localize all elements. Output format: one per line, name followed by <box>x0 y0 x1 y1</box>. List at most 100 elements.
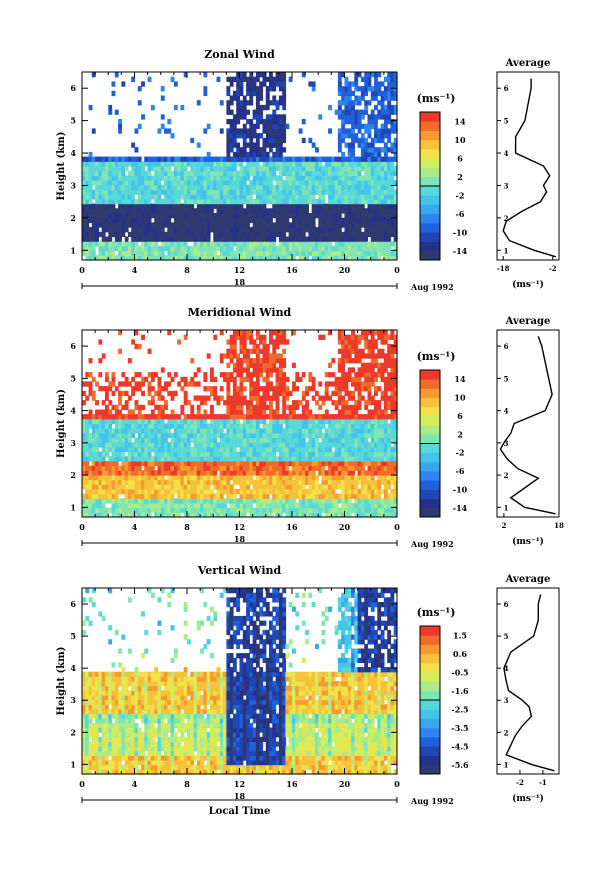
heatmap-cell <box>160 488 165 495</box>
heatmap-cell <box>308 386 313 392</box>
heatmap-cell <box>134 245 139 252</box>
heatmap-cell <box>85 255 90 261</box>
heatmap-cell <box>347 119 352 125</box>
heatmap-cell <box>118 488 122 495</box>
heatmap-cell <box>239 114 244 120</box>
heatmap-cell <box>390 255 395 261</box>
heatmap-cell <box>282 133 287 139</box>
heatmap-cell <box>337 339 342 345</box>
heatmap-cell <box>357 180 362 186</box>
heatmap-cell <box>377 147 382 153</box>
heatmap-cell <box>249 437 254 443</box>
heatmap-cell <box>101 170 106 176</box>
heatmap-cell <box>196 100 201 106</box>
heatmap-cell <box>292 166 296 172</box>
heatmap-cell <box>160 414 165 420</box>
heatmap-cell <box>226 386 231 392</box>
heatmap-cell <box>167 236 172 242</box>
heatmap-cell <box>262 376 267 383</box>
heatmap-cell <box>170 245 175 252</box>
heatmap-cell <box>118 170 122 176</box>
heatmap-cell <box>328 175 332 181</box>
heatmap-cell <box>275 353 280 359</box>
heatmap-cell <box>131 451 136 457</box>
heatmap-cell <box>334 198 339 205</box>
heatmap-cell <box>226 456 231 462</box>
heatmap-cell <box>193 446 198 453</box>
heatmap-cell <box>301 503 306 509</box>
heatmap-cell <box>311 81 316 87</box>
heatmap-cell <box>269 367 273 373</box>
heatmap-cell <box>252 189 257 195</box>
heatmap-cell <box>216 170 221 176</box>
heatmap-cell <box>160 156 165 162</box>
heatmap-cell <box>360 217 365 223</box>
heatmap-cell <box>121 255 126 261</box>
heatmap-cell <box>144 423 149 429</box>
heatmap-cell <box>98 170 103 176</box>
heatmap-cell <box>262 512 267 518</box>
heatmap-cell <box>292 428 296 434</box>
heatmap-cell <box>239 390 244 397</box>
heatmap-cell <box>177 222 182 228</box>
heatmap-cell <box>249 503 254 509</box>
heatmap-cell <box>187 442 191 448</box>
heatmap-cell <box>282 245 287 252</box>
heatmap-cell <box>364 241 369 247</box>
heatmap-cell <box>308 250 313 256</box>
heatmap-cell <box>272 119 277 125</box>
heatmap-cell <box>239 147 244 153</box>
heatmap-cell <box>137 456 142 462</box>
heatmap-cell <box>252 498 257 504</box>
heatmap-cell <box>331 460 336 467</box>
heatmap-cell <box>167 189 172 195</box>
heatmap-cell <box>210 255 214 261</box>
heatmap-cell <box>157 170 162 176</box>
heatmap-cell <box>239 423 244 429</box>
heatmap-cell <box>311 507 316 513</box>
heatmap-cell <box>101 493 106 499</box>
colorbar-segment <box>420 176 440 187</box>
heatmap-cell <box>259 488 264 495</box>
heatmap-cell <box>134 344 139 350</box>
heatmap-cell <box>232 503 237 509</box>
heatmap-cell <box>269 184 273 191</box>
heatmap-cell <box>380 217 385 223</box>
heatmap-cell <box>105 442 109 448</box>
heatmap-cell <box>85 395 90 401</box>
heatmap-cell <box>278 465 283 471</box>
heatmap-cell <box>85 180 90 186</box>
heatmap-cell <box>308 507 313 513</box>
heatmap-cell <box>347 128 352 134</box>
heatmap-cell <box>282 334 287 340</box>
heatmap-cell <box>262 208 267 214</box>
heatmap-cell <box>144 418 149 425</box>
heatmap-cell <box>141 203 145 209</box>
heatmap-cell <box>124 432 129 439</box>
heatmap-cell <box>131 231 136 238</box>
heatmap-cell <box>344 493 349 499</box>
heatmap-cell <box>315 507 319 513</box>
heatmap-cell <box>255 133 260 139</box>
heatmap-cell <box>367 175 372 181</box>
heatmap-cell <box>288 498 293 504</box>
heatmap-cell <box>364 189 369 195</box>
heatmap-cell <box>337 236 342 242</box>
heatmap-cell <box>85 451 90 457</box>
heatmap-cell <box>262 460 267 467</box>
heatmap-cell <box>308 161 313 167</box>
heatmap-cell <box>239 133 244 139</box>
heatmap-cell <box>236 362 241 368</box>
heatmap-cell <box>187 208 191 214</box>
heatmap-cell <box>232 137 237 144</box>
heatmap-cell <box>347 245 352 252</box>
heatmap-cell <box>278 456 283 462</box>
heatmap-cell <box>82 446 86 453</box>
heatmap-cell <box>295 161 300 167</box>
heatmap-cell <box>364 184 369 191</box>
heatmap-cell <box>315 390 319 397</box>
heatmap-cell <box>337 498 342 504</box>
heatmap-cell <box>150 175 155 181</box>
heatmap-cell <box>295 156 300 162</box>
heatmap-cell <box>203 245 208 252</box>
